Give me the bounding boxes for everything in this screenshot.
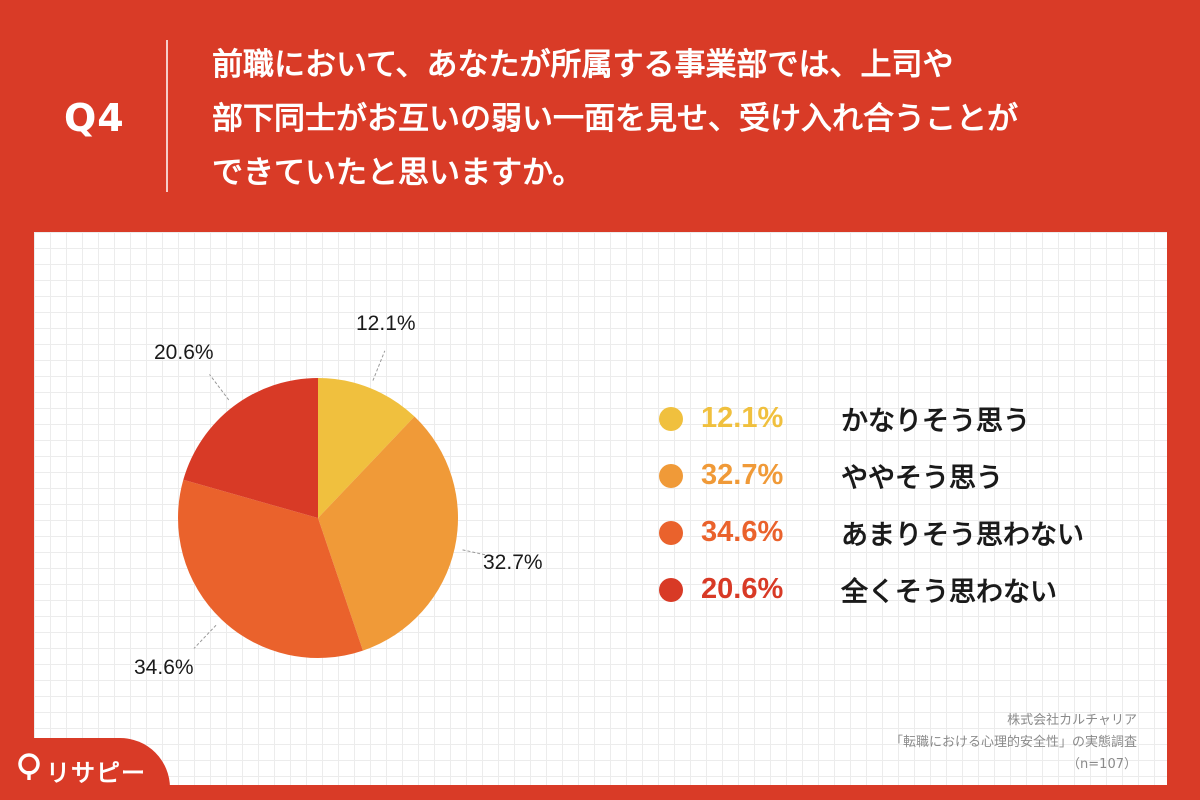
pie-slice-3 (178, 479, 363, 658)
source-company: 株式会社カルチャリア (1007, 713, 1137, 728)
legend-item: 12.1% かなりそう思う (659, 390, 1084, 447)
legend-item: 32.7% ややそう思う (659, 447, 1084, 504)
leader-line-4 (209, 374, 230, 401)
legend-percent: 20.6% (701, 573, 784, 605)
legend-label: あまりそう思わない (841, 520, 1084, 551)
legend-percent: 34.6% (701, 516, 784, 548)
logo-tab (0, 738, 170, 800)
pie-chart (178, 350, 494, 658)
legend-item: 34.6% あまりそう思わない (659, 504, 1084, 561)
slice-label-4: 20.6% (154, 341, 214, 364)
question-line-3: できていたと思いますか。 (212, 155, 584, 191)
legend: 12.1% かなりそう思う 32.7% ややそう思う 34.6% あまりそう思わ… (659, 390, 1084, 618)
slice-label-3: 34.6% (134, 656, 194, 679)
legend-dot (659, 463, 683, 488)
slice-label-2: 32.7% (483, 551, 543, 574)
pie-slice-2 (318, 416, 458, 651)
question-text: 前職において、あなたが所属する事業部では、上司や 部下同士がお互いの弱い一面を見… (212, 38, 1172, 200)
header: Q4 前職において、あなたが所属する事業部では、上司や 部下同士がお互いの弱い一… (0, 0, 1200, 230)
legend-dot (659, 520, 683, 545)
legend-label: ややそう思う (841, 463, 1003, 494)
legend-percent: 12.1% (701, 402, 784, 434)
question-number: Q4 (64, 96, 125, 140)
legend-percent: 32.7% (701, 459, 784, 491)
question-line-2: 部下同士がお互いの弱い一面を見せ、受け入れ合うことが (212, 101, 1018, 137)
source-sample-size: （n=107） (1067, 757, 1137, 772)
pin-icon (18, 753, 40, 780)
legend-label: 全くそう思わない (841, 577, 1057, 608)
logo-text: リサピー (46, 759, 146, 787)
source-survey: 「転職における心理的安全性」の実態調査 (889, 735, 1137, 750)
pie-slice-4 (183, 378, 318, 518)
chart-panel: 12.1% 32.7% 34.6% 20.6% 12.1% かなりそう思う 32… (34, 232, 1167, 785)
leader-line-3 (193, 624, 217, 649)
pie-slice-1 (318, 378, 415, 518)
legend-dot (659, 406, 683, 431)
leader-line-2 (462, 549, 494, 558)
slice-label-1: 12.1% (356, 312, 416, 335)
legend-item: 20.6% 全くそう思わない (659, 561, 1084, 618)
legend-dot (659, 577, 683, 602)
question-line-1: 前職において、あなたが所属する事業部では、上司や (212, 47, 954, 83)
legend-label: かなりそう思う (841, 406, 1030, 437)
source-note: 株式会社カルチャリア 「転職における心理的安全性」の実態調査 （n=107） (890, 710, 1137, 776)
leader-line-1 (372, 350, 386, 381)
header-divider (166, 40, 168, 192)
